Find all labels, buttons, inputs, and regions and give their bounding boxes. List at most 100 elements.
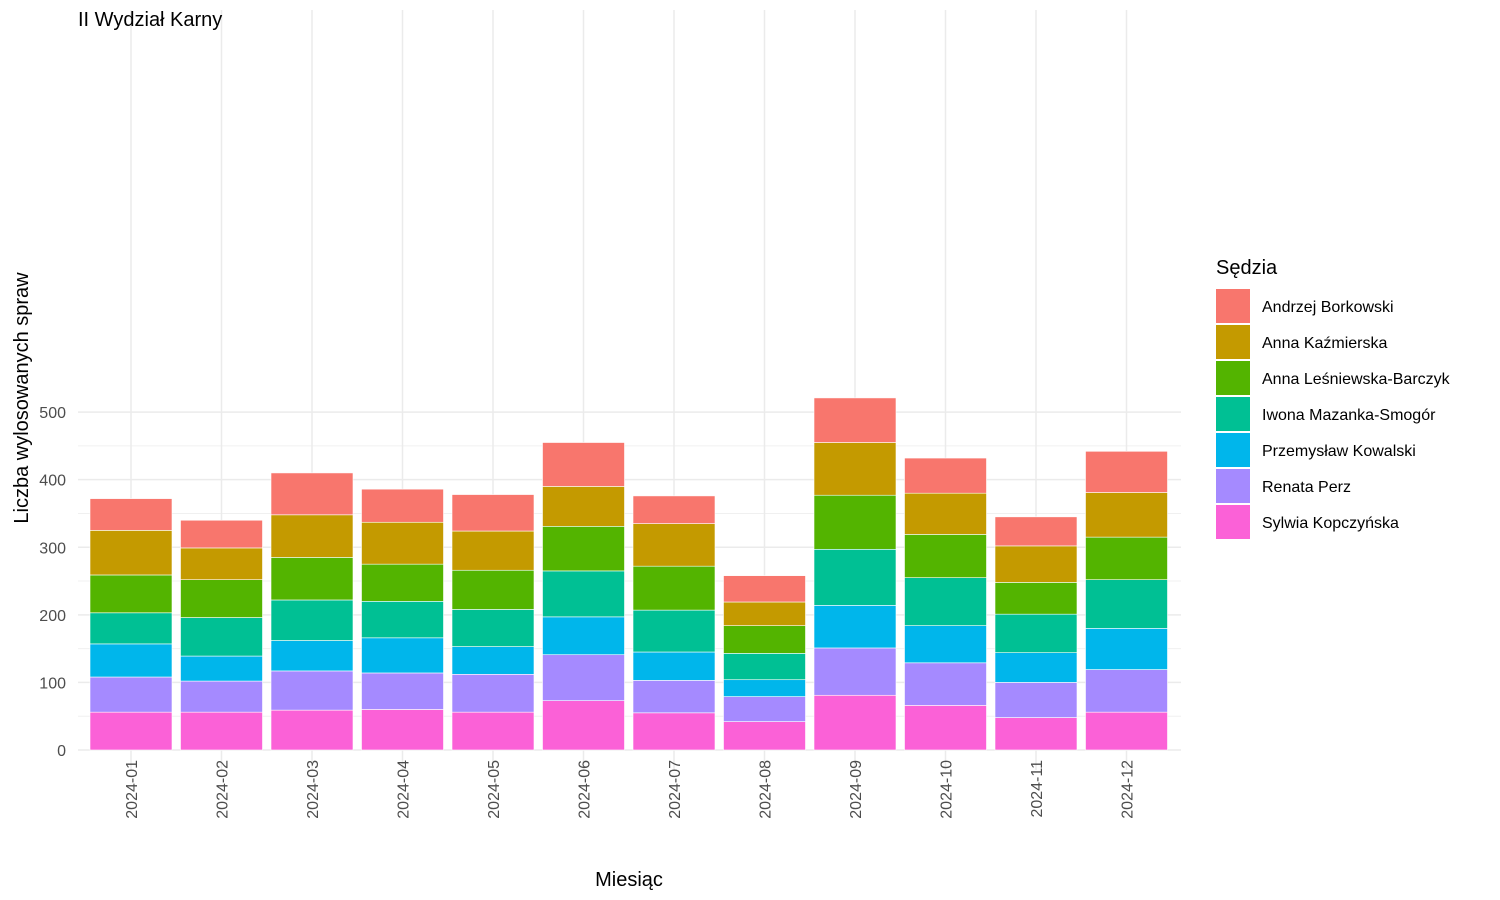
bar-segment bbox=[451, 569, 535, 610]
bar-segment bbox=[361, 709, 444, 751]
bar-segment bbox=[1085, 579, 1168, 629]
y-tick-label: 300 bbox=[39, 540, 66, 557]
legend-title: Sędzia bbox=[1216, 257, 1278, 279]
bar-segment bbox=[994, 652, 1078, 683]
legend-key bbox=[1216, 505, 1250, 539]
bar-segment bbox=[451, 646, 535, 675]
bar-segment bbox=[632, 523, 716, 567]
bar-segment bbox=[361, 637, 444, 674]
bar-segment bbox=[1085, 492, 1168, 538]
bar-segment bbox=[180, 655, 263, 682]
x-axis-title: Miesiąc bbox=[595, 869, 663, 891]
bar-segment bbox=[904, 705, 987, 751]
legend-label: Anna Kaźmierska bbox=[1262, 335, 1387, 352]
bar-segment bbox=[451, 674, 535, 713]
bar-segment bbox=[270, 709, 354, 751]
bars bbox=[89, 397, 1168, 751]
bar-segment bbox=[451, 494, 535, 532]
y-tick-labels: 0 100 200 300 400 500 bbox=[39, 405, 66, 760]
bar-segment bbox=[180, 711, 263, 751]
bar-segment bbox=[542, 442, 625, 487]
bar-segment bbox=[180, 617, 263, 657]
legend-key bbox=[1216, 289, 1250, 323]
bar-segment bbox=[89, 676, 173, 713]
bar-segment bbox=[632, 609, 716, 653]
x-tick-label: 2024-09 bbox=[848, 760, 865, 819]
bar-segment bbox=[89, 612, 173, 645]
bar-segment bbox=[180, 547, 263, 580]
bar-segment bbox=[1085, 450, 1168, 493]
bar-segment bbox=[451, 609, 535, 647]
bar-segment bbox=[1085, 628, 1168, 670]
bar-segment bbox=[813, 647, 897, 696]
bar-segment bbox=[1085, 711, 1168, 751]
bar-segment bbox=[813, 548, 897, 606]
bar-segment bbox=[813, 694, 897, 751]
bar-segment bbox=[361, 672, 444, 710]
bar-segment bbox=[542, 616, 625, 656]
bar-segment bbox=[723, 625, 806, 654]
bar-segment bbox=[180, 519, 263, 549]
bar-segment bbox=[542, 526, 625, 572]
bar-segment bbox=[270, 557, 354, 601]
bar-segment bbox=[632, 651, 716, 681]
bar-segment bbox=[542, 570, 625, 618]
y-tick-label: 0 bbox=[57, 743, 66, 760]
bar-segment bbox=[270, 640, 354, 672]
bar-segment bbox=[542, 654, 625, 701]
bar-segment bbox=[270, 472, 354, 516]
bar-segment bbox=[632, 565, 716, 611]
bar-segment bbox=[89, 711, 173, 751]
y-tick-label: 100 bbox=[39, 675, 66, 692]
bar-segment bbox=[632, 712, 716, 751]
bar-segment bbox=[813, 442, 897, 496]
x-tick-label: 2024-10 bbox=[939, 760, 956, 819]
legend-label: Anna Leśniewska-Barczyk bbox=[1262, 371, 1451, 388]
y-tick-label: 400 bbox=[39, 473, 66, 490]
x-tick-label: 2024-07 bbox=[667, 760, 684, 819]
x-tick-label: 2024-01 bbox=[124, 760, 141, 819]
x-tick-labels: 2024-01 2024-02 2024-03 2024-04 2024-05 2024-… bbox=[124, 760, 1137, 819]
legend-items: Andrzej Borkowski Anna Kaźmierska Anna Leś… bbox=[1216, 289, 1451, 539]
legend-label: Renata Perz bbox=[1262, 479, 1351, 496]
bar-segment bbox=[270, 599, 354, 641]
y-tick-label: 200 bbox=[39, 608, 66, 625]
bar-segment bbox=[723, 575, 806, 603]
bar-segment bbox=[994, 717, 1078, 751]
bar-segment bbox=[632, 680, 716, 714]
bar-segment bbox=[904, 577, 987, 626]
bar-segment bbox=[813, 494, 897, 550]
x-tick-label: 2024-12 bbox=[1120, 760, 1137, 819]
bar-segment bbox=[994, 613, 1078, 653]
bar-segment bbox=[723, 653, 806, 681]
bar-segment bbox=[813, 397, 897, 443]
bar-segment bbox=[542, 700, 625, 751]
bar-segment bbox=[632, 495, 716, 524]
bar-segment bbox=[723, 696, 806, 722]
bar-segment bbox=[904, 492, 987, 535]
x-tick-label: 2024-02 bbox=[215, 760, 232, 819]
x-tick-label: 2024-08 bbox=[758, 760, 775, 819]
bar-segment bbox=[904, 662, 987, 706]
chart-title: II Wydział Karny bbox=[78, 9, 222, 31]
legend-label: Przemysław Kowalski bbox=[1262, 443, 1416, 460]
bar-segment bbox=[89, 574, 173, 614]
bar-segment bbox=[270, 670, 354, 711]
y-axis-title: Liczba wylosowanych spraw bbox=[11, 272, 33, 524]
legend-label: Andrzej Borkowski bbox=[1262, 299, 1394, 316]
legend-key bbox=[1216, 433, 1250, 467]
x-tick-label: 2024-05 bbox=[486, 760, 503, 819]
bar-segment bbox=[89, 530, 173, 576]
legend-key bbox=[1216, 469, 1250, 503]
bar-segment bbox=[723, 721, 806, 751]
bar-segment bbox=[361, 521, 444, 565]
bar-segment bbox=[1085, 669, 1168, 713]
bar-segment bbox=[904, 457, 987, 494]
bar-segment bbox=[361, 601, 444, 639]
bar-segment bbox=[451, 711, 535, 751]
legend-label: Sylwia Kopczyńska bbox=[1262, 515, 1399, 532]
bar-segment bbox=[270, 514, 354, 558]
bar-segment bbox=[994, 516, 1078, 547]
